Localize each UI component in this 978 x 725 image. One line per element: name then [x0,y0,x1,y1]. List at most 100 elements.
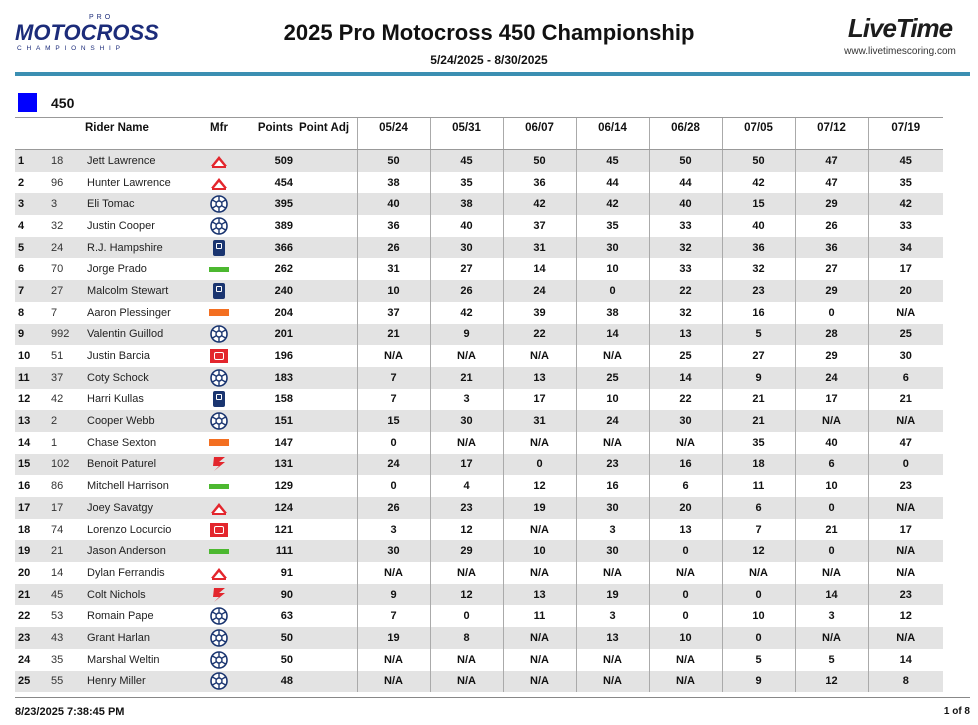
rider-point-adj [299,627,357,649]
race-points: 14 [648,366,722,389]
rider-number: 74 [51,523,64,536]
race-points: 10 [648,627,722,649]
race-points: 40 [356,193,430,216]
rider-name: Marshal Weltin [87,653,160,666]
race-points: 13 [648,323,722,346]
rider-position: 5 [15,236,47,259]
rider-manufacturer [195,410,243,432]
race-points: 19 [502,497,576,519]
race-points: 22 [648,280,722,302]
race-points: 7 [721,518,795,541]
rider-position: 15 [15,453,47,476]
table-row: 4 32 Justin Cooper 389 36 40 37 35 33 40 26 33 [15,215,943,237]
suzuki-icon [210,587,228,602]
rider-points: 90 [243,583,299,606]
rider-manufacturer [195,193,243,216]
logo-pro-text: PRO [89,14,114,21]
table-row: 15 102 Benoit Paturel 131 24 17 0 23 16 18 6 0 [15,453,943,476]
logo-sub-text: CHAMPIONSHIP [17,45,125,52]
race-points: 36 [356,215,430,237]
rider-position: 16 [18,480,31,493]
race-points: 38 [575,301,649,324]
race-points: 9 [721,366,795,389]
kawasaki-icon [209,545,229,557]
rider-position: 21 [15,583,47,606]
page-title: 2025 Pro Motocross 450 Championship [283,20,695,45]
race-points: 10 [356,280,430,302]
rider-position: 7 [15,280,47,302]
table-header-row: Rider Name Mfr Points Point Adj 05/24 05… [15,117,943,150]
race-points: N/A [356,648,430,671]
race-points: 47 [867,431,943,454]
livetime-url: www.livetimescoring.com [844,46,956,57]
rider-number: 992 [47,323,85,346]
race-points: 35 [721,431,795,454]
race-points: 29 [794,345,868,367]
race-points: 29 [429,540,503,563]
rider-manufacturer [195,605,243,627]
race-points: 32 [721,258,795,281]
rider-manufacturer [195,475,243,497]
race-points: 30 [648,410,722,432]
rider-name: Justin Cooper [87,219,155,232]
rider-point-adj [299,670,357,693]
race-points: 4 [429,475,503,497]
rider-name: R.J. Hampshire [85,236,195,259]
race-points: 35 [429,171,503,194]
rider-name: Grant Harlan [85,627,195,649]
race-points: 25 [575,366,649,389]
table-row: 18 74 Lorenzo Locurcio 121 3 12 N/A 3 13 7 21 17 [15,518,943,541]
race-points: 0 [648,605,722,628]
rider-manufacturer [195,258,243,280]
race-points: 25 [867,323,943,346]
rider-number: 14 [51,566,64,579]
rider-position: 19 [15,540,47,563]
race-points: 6 [867,366,943,389]
rider-name: Harri Kullas [87,393,144,406]
race-points: 35 [575,215,649,237]
race-points: N/A [575,648,649,671]
race-points: 10 [794,475,868,497]
race-points: N/A [502,345,576,367]
rider-manufacturer [195,432,243,454]
race-points: N/A [867,301,943,324]
race-points: 16 [721,301,795,324]
rider-point-adj [299,149,357,172]
rider-position: 12 [18,393,31,406]
race-points: 8 [867,670,943,693]
race-points: 31 [356,258,430,281]
husqvarna-icon [213,391,225,408]
rider-name: Jason Anderson [85,540,195,563]
table-row: 21 45 Colt Nichols 90 9 12 13 19 0 0 14 23 [15,583,943,606]
rider-point-adj [299,475,357,497]
rider-position: 17 [15,497,47,519]
header-rider-name: Rider Name [85,117,195,150]
race-points: 5 [721,323,795,346]
yamaha-icon [210,672,228,691]
race-points: 9 [721,670,795,693]
rider-points: 129 [274,480,293,493]
race-points: 23 [429,497,503,519]
race-points: N/A [502,431,576,454]
race-points: 27 [794,258,868,281]
race-points: 33 [648,258,722,281]
race-points: 50 [648,149,722,172]
header-points: Points [243,117,299,150]
kawasaki-icon [209,480,229,492]
rider-position: 20 [18,566,31,579]
race-points: 0 [648,583,722,606]
rider-number: 55 [47,670,85,693]
rider-point-adj [299,453,357,476]
race-points: 3 [429,388,503,411]
table-row: 22 53 Romain Pape 63 7 0 11 3 0 10 3 12 [15,605,943,628]
race-points: 19 [575,583,649,606]
yamaha-icon [210,368,228,387]
race-points: 21 [721,410,795,432]
race-points: 35 [867,171,943,194]
race-points: 17 [429,453,503,476]
rider-manufacturer [195,453,243,476]
rider-number: 17 [47,497,85,519]
rider-number: 45 [47,583,85,606]
race-points: 10 [502,540,576,563]
yamaha-icon [210,629,228,647]
